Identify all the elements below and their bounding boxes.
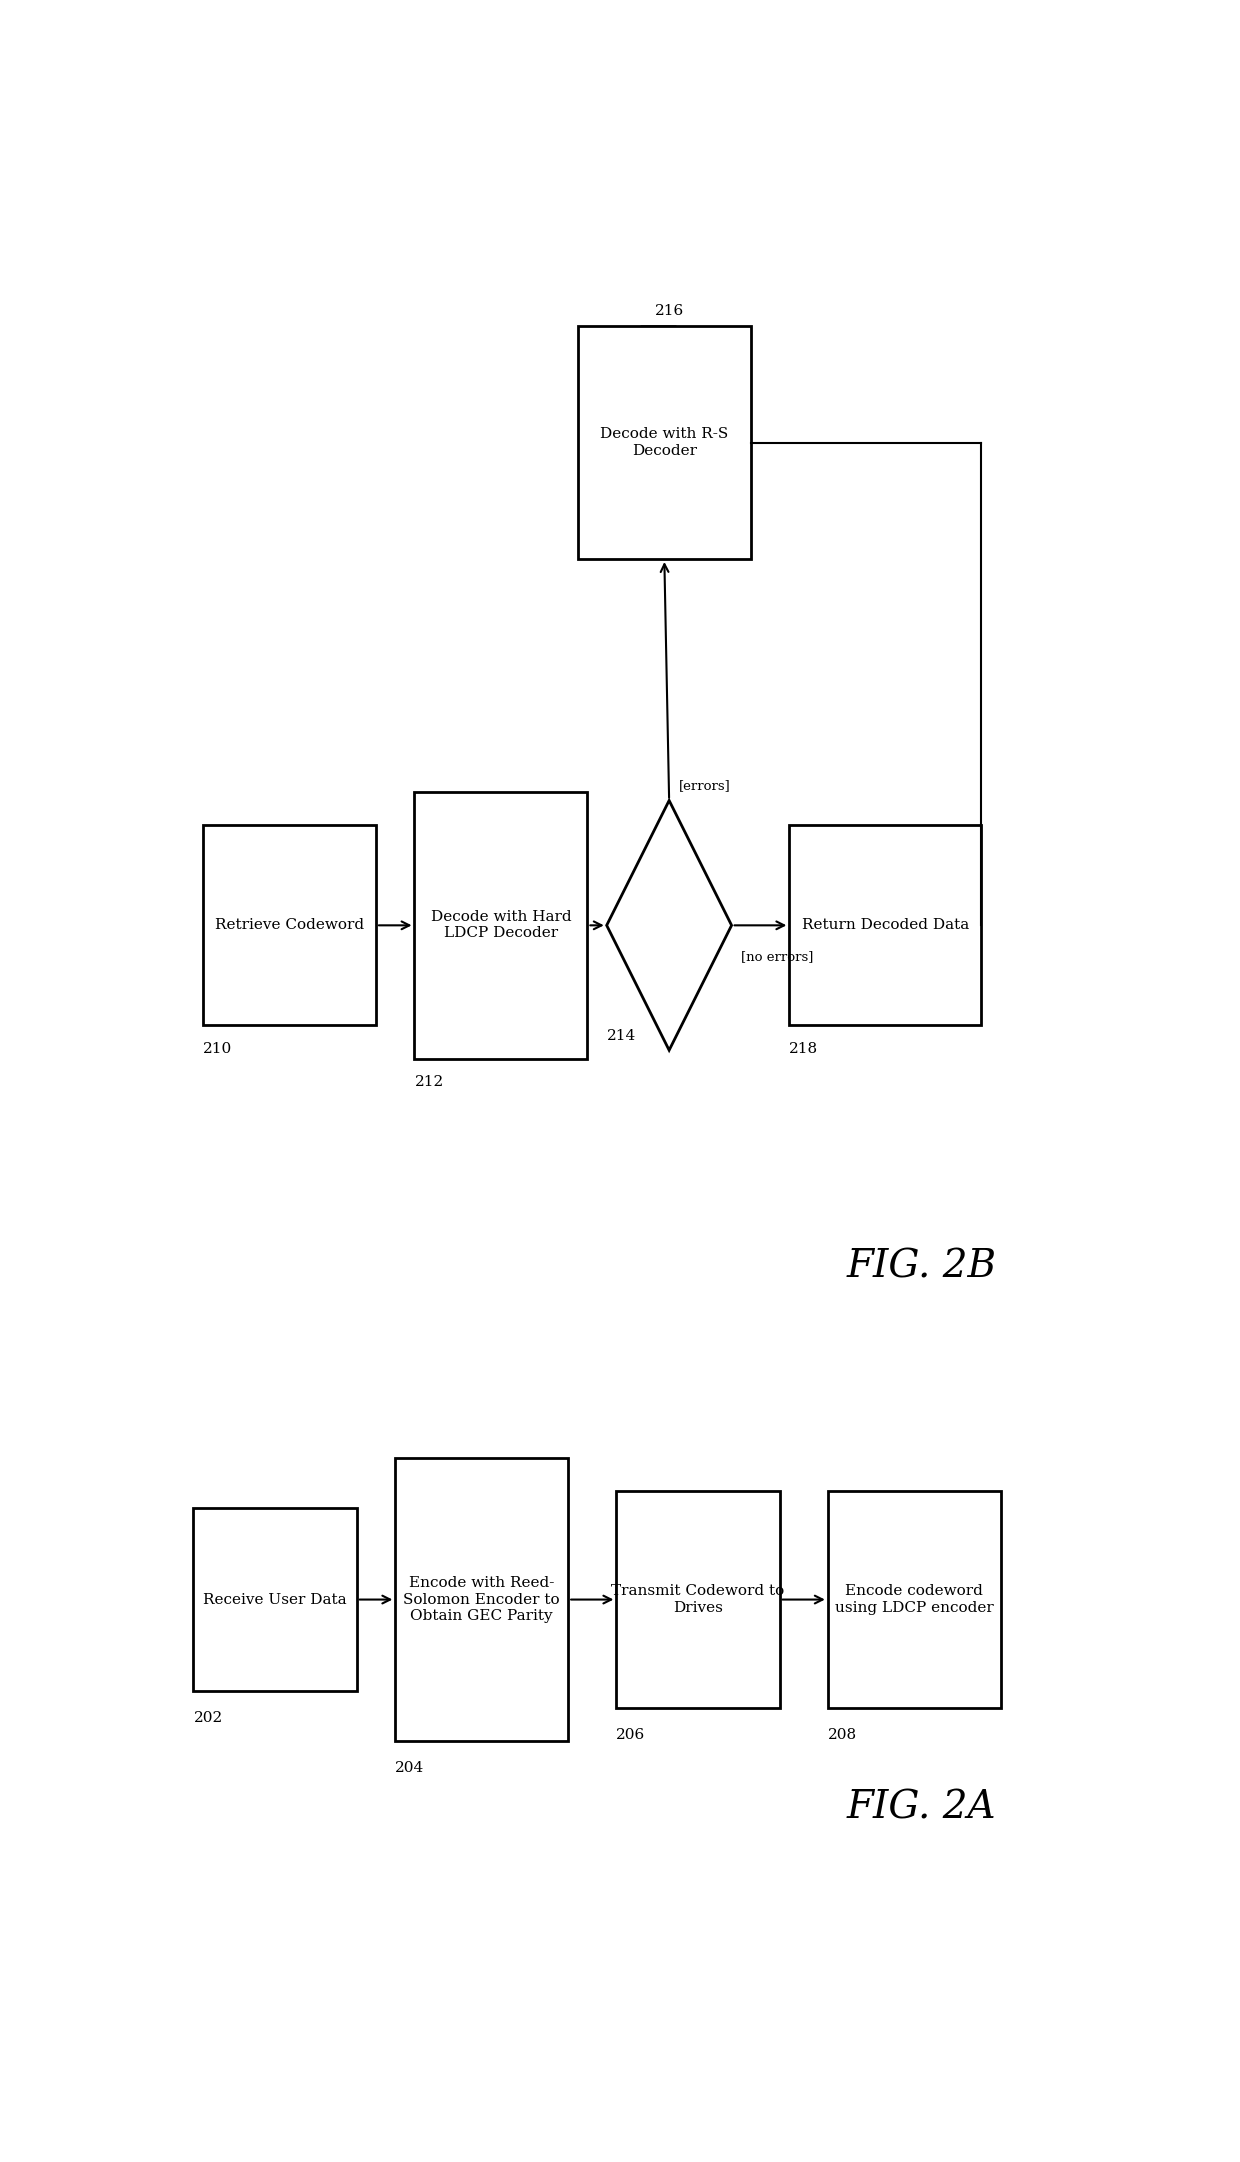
Polygon shape [606,800,732,1051]
Text: 212: 212 [414,1075,444,1090]
FancyBboxPatch shape [396,1457,568,1740]
Text: 216: 216 [655,303,684,318]
FancyBboxPatch shape [414,791,588,1059]
Text: 210: 210 [203,1042,232,1055]
FancyBboxPatch shape [193,1509,357,1691]
FancyBboxPatch shape [578,326,751,560]
Text: 214: 214 [606,1029,636,1042]
Text: Encode codeword
using LDCP encoder: Encode codeword using LDCP encoder [835,1585,993,1615]
Text: 204: 204 [396,1762,424,1775]
FancyBboxPatch shape [828,1492,1001,1708]
Text: 208: 208 [828,1727,857,1743]
Text: Receive User Data: Receive User Data [203,1593,347,1606]
Text: 218: 218 [789,1042,818,1055]
FancyBboxPatch shape [616,1492,780,1708]
Text: Decode with R-S
Decoder: Decode with R-S Decoder [600,428,728,458]
Text: Decode with Hard
LDCP Decoder: Decode with Hard LDCP Decoder [430,910,572,940]
Text: 206: 206 [616,1727,646,1743]
FancyBboxPatch shape [789,826,982,1025]
Text: FIG. 2A: FIG. 2A [847,1790,997,1827]
Text: Encode with Reed-
Solomon Encoder to
Obtain GEC Parity: Encode with Reed- Solomon Encoder to Obt… [403,1576,560,1624]
Text: FIG. 2B: FIG. 2B [847,1247,997,1284]
FancyBboxPatch shape [203,826,376,1025]
Text: Return Decoded Data: Return Decoded Data [802,919,968,932]
Text: [no errors]: [no errors] [742,951,813,964]
Text: 202: 202 [193,1710,223,1725]
Text: [errors]: [errors] [678,778,730,791]
Text: Transmit Codeword to
Drives: Transmit Codeword to Drives [611,1585,785,1615]
Text: Retrieve Codeword: Retrieve Codeword [215,919,365,932]
